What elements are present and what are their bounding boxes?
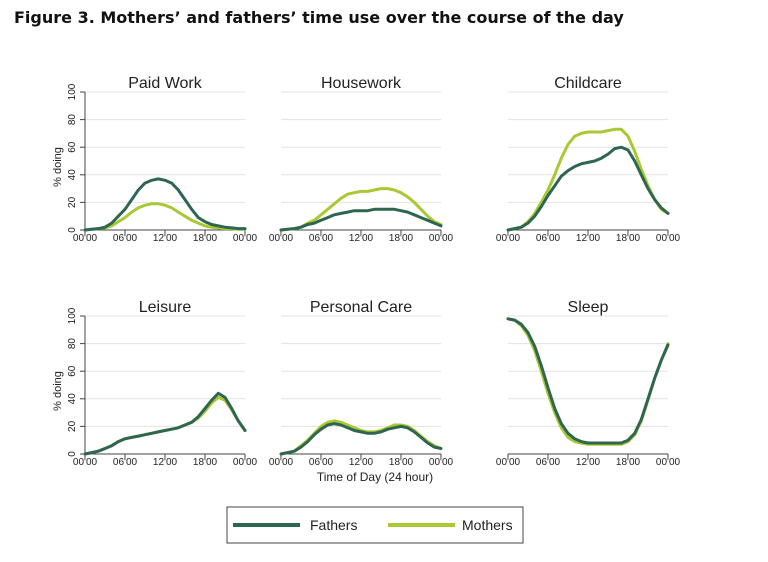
x-tick-label: 12'00 [576, 457, 601, 468]
y-tick-label: 0 [67, 451, 78, 457]
y-tick-label: 60 [67, 141, 78, 153]
x-axis-label: Time of Day (24 hour) [317, 470, 433, 484]
panel-title: Sleep [568, 299, 609, 316]
y-axis-label: % doing [52, 371, 64, 411]
legend-label-mothers: Mothers [462, 517, 513, 533]
y-tick-label: 20 [67, 196, 78, 208]
panel-title: Childcare [554, 75, 622, 92]
legend: Fathers Mothers [226, 506, 524, 544]
panel-3: Leisure 0 20 40 60 80 100 00'00 06'00 12'00 18'00 0… [67, 299, 258, 468]
panel-title: Leisure [139, 299, 192, 316]
panel-title: Paid Work [128, 75, 203, 92]
y-tick-label: 60 [67, 365, 78, 377]
x-tick-label: 06'00 [113, 233, 138, 244]
x-tick-label: 06'00 [309, 233, 334, 244]
panel-2: Childcare 00'00 06'00 12'00 18'00 00'00 [496, 75, 681, 244]
x-tick-label: 12'00 [153, 233, 178, 244]
x-tick-label: 12'00 [349, 457, 374, 468]
x-tick-label: 00'00 [73, 457, 98, 468]
y-tick-label: 40 [67, 169, 78, 181]
series-line-fathers [506, 317, 670, 445]
series-line-mothers [83, 202, 247, 232]
x-tick-label: 18'00 [389, 457, 414, 468]
y-tick-label: 100 [67, 307, 78, 324]
legend-label-fathers: Fathers [310, 517, 357, 533]
panel-title: Housework [321, 75, 402, 92]
y-axis-label: % doing [52, 147, 64, 187]
y-tick-label: 40 [67, 393, 78, 405]
x-tick-label: 18'00 [616, 457, 641, 468]
x-tick-label: 18'00 [193, 233, 218, 244]
x-tick-label: 06'00 [536, 233, 561, 244]
y-tick-label: 80 [67, 338, 78, 350]
x-tick-label: 06'00 [536, 457, 561, 468]
panel-4: Personal Care 00'00 06'00 12'00 18'00 00'00 [269, 299, 454, 468]
x-tick-label: 18'00 [389, 233, 414, 244]
series-line-fathers [83, 177, 247, 232]
x-tick-label: 00'00 [269, 233, 294, 244]
small-multiples-panels: Paid Work 0 20 40 60 80 100 00'00 06'00 12'00 18'0… [67, 75, 681, 468]
series-line-fathers [83, 391, 247, 456]
x-tick-label: 06'00 [113, 457, 138, 468]
x-tick-label: 00'00 [269, 457, 294, 468]
x-tick-label: 00'00 [656, 457, 681, 468]
panel-0: Paid Work 0 20 40 60 80 100 00'00 06'00 12'00 18'0… [67, 75, 258, 244]
y-tick-label: 20 [67, 420, 78, 432]
series-line-fathers [506, 145, 670, 232]
series-line-mothers [279, 419, 443, 456]
y-tick-label: 80 [67, 114, 78, 126]
figure-title: Figure 3. Mothers’ and fathers’ time use… [14, 8, 624, 27]
x-tick-label: 00'00 [233, 457, 258, 468]
panel-1: Housework 00'00 06'00 12'00 18'00 00'00 [269, 75, 454, 244]
x-tick-label: 00'00 [429, 233, 454, 244]
series-line-mothers [506, 127, 670, 232]
x-tick-label: 00'00 [496, 233, 521, 244]
series-line-fathers [279, 422, 443, 456]
x-tick-label: 18'00 [193, 457, 218, 468]
x-tick-label: 00'00 [429, 457, 454, 468]
panel-5: Sleep 00'00 06'00 12'00 18'00 00'00 [496, 299, 681, 468]
x-tick-label: 00'00 [496, 457, 521, 468]
x-tick-label: 12'00 [576, 233, 601, 244]
x-tick-label: 12'00 [349, 233, 374, 244]
x-tick-label: 12'00 [153, 457, 178, 468]
x-tick-label: 00'00 [233, 233, 258, 244]
x-tick-label: 06'00 [309, 457, 334, 468]
panel-title: Personal Care [310, 299, 412, 316]
y-tick-label: 100 [67, 83, 78, 100]
y-tick-label: 0 [67, 227, 78, 233]
x-tick-label: 18'00 [616, 233, 641, 244]
x-tick-label: 00'00 [73, 233, 98, 244]
series-line-fathers [279, 207, 443, 232]
x-tick-label: 00'00 [656, 233, 681, 244]
